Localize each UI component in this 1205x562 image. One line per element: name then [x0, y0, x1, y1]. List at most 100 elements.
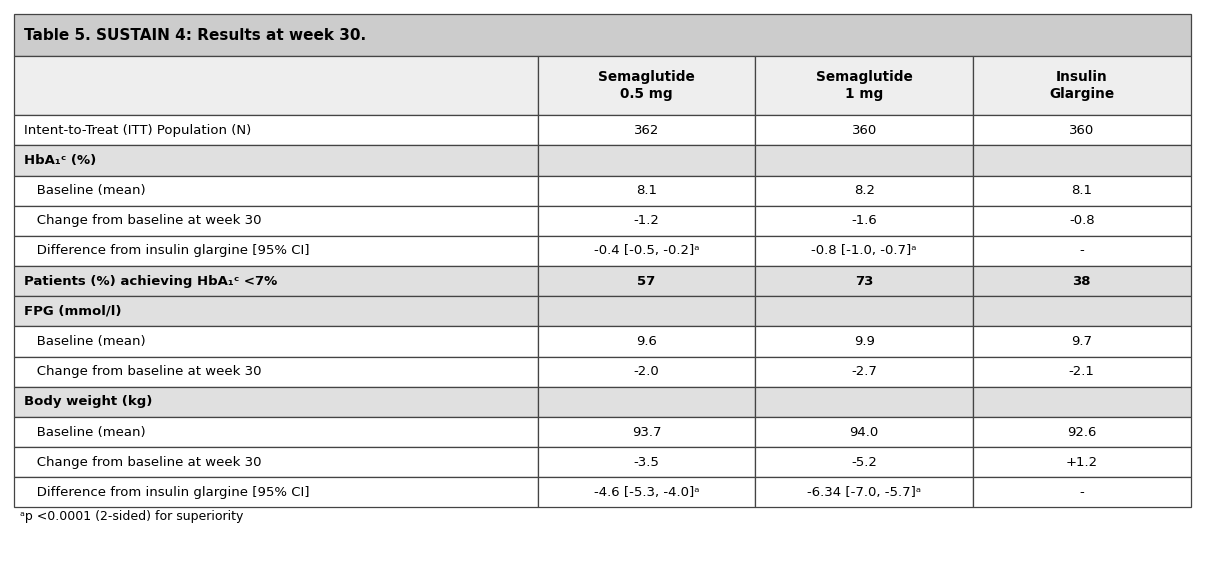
Bar — [537, 357, 756, 387]
Text: Change from baseline at week 30: Change from baseline at week 30 — [24, 365, 261, 378]
Bar — [537, 417, 756, 447]
Text: ᵃp <0.0001 (2-sided) for superiority: ᵃp <0.0001 (2-sided) for superiority — [20, 510, 243, 523]
Text: 57: 57 — [637, 275, 656, 288]
Text: 9.7: 9.7 — [1071, 335, 1092, 348]
Text: -2.7: -2.7 — [851, 365, 877, 378]
Text: 92.6: 92.6 — [1068, 425, 1097, 438]
Text: Insulin
Glargine: Insulin Glargine — [1050, 70, 1115, 101]
Text: 73: 73 — [856, 275, 874, 288]
Text: Change from baseline at week 30: Change from baseline at week 30 — [24, 214, 261, 227]
Text: 8.2: 8.2 — [853, 184, 875, 197]
Text: -0.8: -0.8 — [1069, 214, 1094, 227]
Bar — [972, 357, 1191, 387]
Text: 38: 38 — [1072, 275, 1091, 288]
Bar — [756, 417, 972, 447]
Bar — [756, 387, 972, 417]
Text: Change from baseline at week 30: Change from baseline at week 30 — [24, 456, 261, 469]
Bar — [537, 175, 756, 206]
Text: 93.7: 93.7 — [631, 425, 662, 438]
Bar — [756, 296, 972, 327]
Bar — [972, 447, 1191, 477]
Bar — [537, 206, 756, 236]
Bar — [14, 206, 537, 236]
Bar — [14, 146, 537, 175]
Bar — [756, 477, 972, 507]
Bar — [972, 115, 1191, 146]
Text: Baseline (mean): Baseline (mean) — [24, 335, 146, 348]
Text: -4.6 [-5.3, -4.0]ᵃ: -4.6 [-5.3, -4.0]ᵃ — [594, 486, 699, 499]
Text: Body weight (kg): Body weight (kg) — [24, 396, 153, 409]
Bar — [972, 296, 1191, 327]
Bar — [537, 387, 756, 417]
Text: 9.6: 9.6 — [636, 335, 657, 348]
Text: Patients (%) achieving HbA₁ᶜ <7%: Patients (%) achieving HbA₁ᶜ <7% — [24, 275, 277, 288]
Bar — [756, 327, 972, 357]
Bar — [537, 115, 756, 146]
Text: -0.4 [-0.5, -0.2]ᵃ: -0.4 [-0.5, -0.2]ᵃ — [594, 244, 699, 257]
Text: 9.9: 9.9 — [853, 335, 875, 348]
Text: 362: 362 — [634, 124, 659, 137]
Bar — [14, 477, 537, 507]
Bar — [14, 14, 1191, 56]
Text: -2.1: -2.1 — [1069, 365, 1094, 378]
Text: -1.2: -1.2 — [634, 214, 659, 227]
Text: 94.0: 94.0 — [850, 425, 878, 438]
Bar — [972, 387, 1191, 417]
Text: Table 5. SUSTAIN 4: Results at week 30.: Table 5. SUSTAIN 4: Results at week 30. — [24, 28, 366, 43]
Text: -0.8 [-1.0, -0.7]ᵃ: -0.8 [-1.0, -0.7]ᵃ — [811, 244, 917, 257]
Text: -: - — [1080, 486, 1084, 499]
Bar — [14, 236, 537, 266]
Bar — [756, 357, 972, 387]
Bar — [756, 266, 972, 296]
Text: FPG (mmol/l): FPG (mmol/l) — [24, 305, 122, 318]
Bar — [972, 327, 1191, 357]
Bar — [972, 175, 1191, 206]
Bar — [14, 447, 537, 477]
Bar — [14, 296, 537, 327]
Bar — [14, 327, 537, 357]
Bar — [972, 146, 1191, 175]
Bar — [756, 236, 972, 266]
Bar — [14, 417, 537, 447]
Bar — [972, 477, 1191, 507]
Bar — [756, 146, 972, 175]
Bar — [537, 477, 756, 507]
Bar — [756, 56, 972, 115]
Bar — [537, 447, 756, 477]
Bar — [14, 266, 537, 296]
Bar — [537, 236, 756, 266]
Text: -3.5: -3.5 — [634, 456, 659, 469]
Text: Semaglutide
1 mg: Semaglutide 1 mg — [816, 70, 912, 101]
Bar — [14, 115, 537, 146]
Text: 8.1: 8.1 — [1071, 184, 1092, 197]
Text: Intent-to-Treat (ITT) Population (N): Intent-to-Treat (ITT) Population (N) — [24, 124, 252, 137]
Bar — [537, 146, 756, 175]
Text: HbA₁ᶜ (%): HbA₁ᶜ (%) — [24, 154, 96, 167]
Text: -1.6: -1.6 — [851, 214, 877, 227]
Text: -2.0: -2.0 — [634, 365, 659, 378]
Bar — [537, 266, 756, 296]
Text: Baseline (mean): Baseline (mean) — [24, 184, 146, 197]
Bar — [972, 266, 1191, 296]
Bar — [756, 115, 972, 146]
Bar — [972, 417, 1191, 447]
Bar — [14, 56, 537, 115]
Text: 8.1: 8.1 — [636, 184, 657, 197]
Text: -5.2: -5.2 — [851, 456, 877, 469]
Text: -6.34 [-7.0, -5.7]ᵃ: -6.34 [-7.0, -5.7]ᵃ — [807, 486, 922, 499]
Bar — [537, 56, 756, 115]
Text: +1.2: +1.2 — [1065, 456, 1098, 469]
Text: Difference from insulin glargine [95% CI]: Difference from insulin glargine [95% CI… — [24, 486, 310, 499]
Bar — [756, 175, 972, 206]
Bar — [972, 236, 1191, 266]
Text: Difference from insulin glargine [95% CI]: Difference from insulin glargine [95% CI… — [24, 244, 310, 257]
Text: Baseline (mean): Baseline (mean) — [24, 425, 146, 438]
Text: 360: 360 — [1069, 124, 1094, 137]
Bar — [537, 296, 756, 327]
Bar — [537, 327, 756, 357]
Text: 360: 360 — [852, 124, 877, 137]
Text: -: - — [1080, 244, 1084, 257]
Bar — [14, 357, 537, 387]
Bar — [14, 387, 537, 417]
Text: Semaglutide
0.5 mg: Semaglutide 0.5 mg — [598, 70, 695, 101]
